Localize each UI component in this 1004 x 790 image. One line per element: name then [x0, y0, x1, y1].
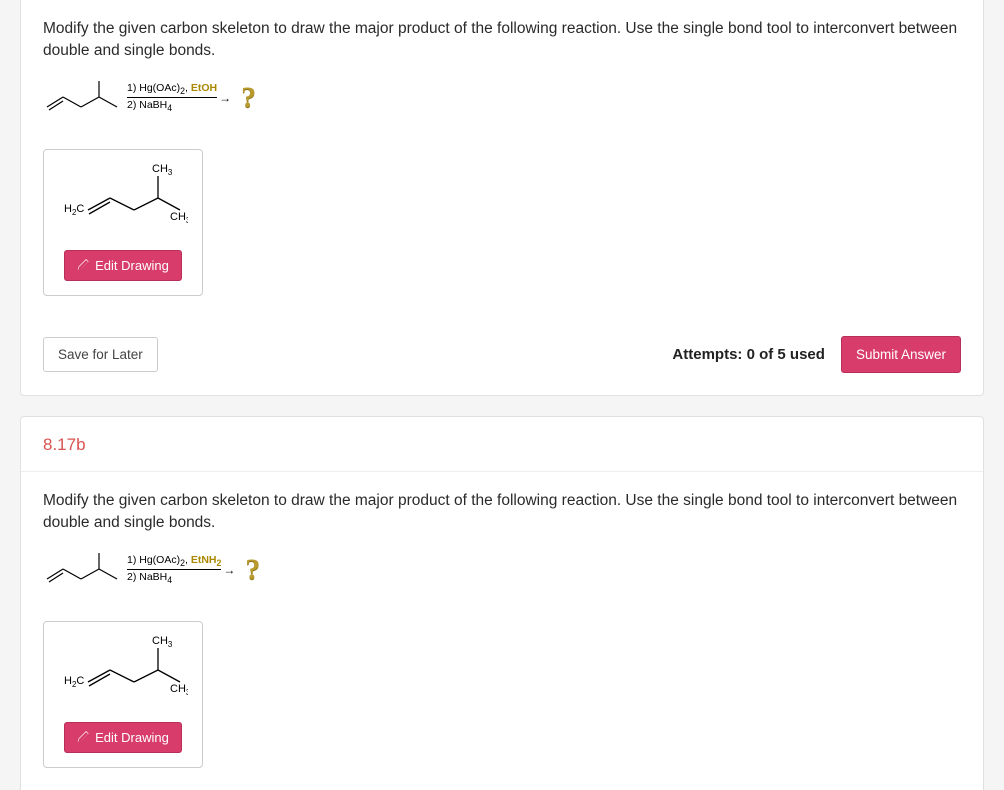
reaction-scheme: 1) Hg(OAc)2, EtNH2 2) NaBH4 → ? — [43, 549, 961, 591]
edit-drawing-button[interactable]: Edit Drawing — [64, 250, 182, 281]
svg-text:CH3: CH3 — [170, 211, 188, 225]
reaction-arrow-icon: → — [223, 563, 235, 577]
drawing-answer-card: CH3 CH3 H2C Edit Drawing — [43, 621, 203, 768]
attempts-text: Attempts: 0 of 5 used — [672, 346, 825, 363]
question-prompt: Modify the given carbon skeleton to draw… — [43, 18, 961, 63]
pencil-icon — [77, 259, 89, 271]
save-for-later-button[interactable]: Save for Later — [43, 337, 158, 372]
svg-text:H2C: H2C — [64, 203, 84, 217]
svg-text:H2C: H2C — [64, 675, 84, 689]
drawing-answer-card: CH3 CH3 H2C Edit Drawing — [43, 149, 203, 296]
reaction-scheme: 1) Hg(OAc)2, EtOH 2) NaBH4 → ? — [43, 77, 961, 119]
edit-drawing-label: Edit Drawing — [95, 258, 169, 273]
svg-text:CH3: CH3 — [152, 163, 173, 177]
submit-answer-button[interactable]: Submit Answer — [841, 336, 961, 373]
pencil-icon — [77, 731, 89, 743]
reagents: 1) Hg(OAc)2, EtOH 2) NaBH4 — [127, 82, 217, 113]
question-panel-1: Modify the given carbon skeleton to draw… — [20, 0, 984, 396]
answer-structure: CH3 CH3 H2C — [58, 634, 188, 702]
svg-text:CH3: CH3 — [152, 635, 173, 649]
edit-drawing-label: Edit Drawing — [95, 730, 169, 745]
edit-drawing-button[interactable]: Edit Drawing — [64, 722, 182, 753]
starting-material-structure — [43, 77, 123, 119]
reagents: 1) Hg(OAc)2, EtNH2 2) NaBH4 — [127, 554, 221, 585]
svg-text:CH3: CH3 — [170, 683, 188, 697]
question-prompt: Modify the given carbon skeleton to draw… — [43, 490, 961, 535]
question-mark-icon: ? — [245, 553, 260, 587]
question-mark-icon: ? — [241, 81, 256, 115]
question-footer: Save for Later Attempts: 0 of 5 used Sub… — [43, 336, 961, 373]
question-panel-2: 8.17b Modify the given carbon skeleton t… — [20, 416, 984, 790]
starting-material-structure — [43, 549, 123, 591]
question-number: 8.17b — [21, 417, 983, 472]
reaction-arrow-icon: → — [219, 91, 231, 105]
answer-structure: CH3 CH3 H2C — [58, 162, 188, 230]
